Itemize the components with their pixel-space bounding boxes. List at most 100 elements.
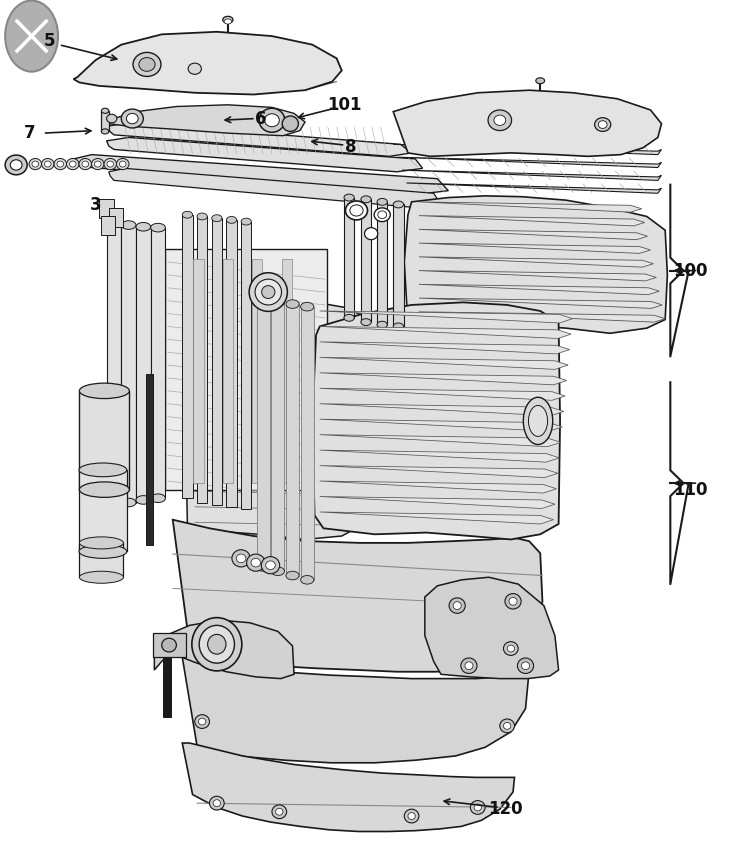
Ellipse shape: [121, 498, 136, 507]
Ellipse shape: [361, 319, 371, 326]
Bar: [99, 199, 114, 218]
Ellipse shape: [29, 158, 42, 169]
Polygon shape: [109, 168, 441, 208]
Polygon shape: [320, 435, 561, 447]
Ellipse shape: [344, 314, 354, 321]
Ellipse shape: [257, 296, 270, 305]
Ellipse shape: [79, 383, 129, 399]
Ellipse shape: [107, 219, 121, 228]
Ellipse shape: [198, 718, 206, 725]
Polygon shape: [74, 32, 342, 94]
Polygon shape: [320, 388, 565, 400]
Ellipse shape: [266, 561, 275, 570]
Bar: [163, 636, 171, 717]
Ellipse shape: [107, 114, 117, 123]
Polygon shape: [393, 90, 662, 156]
Bar: [257, 301, 270, 567]
Ellipse shape: [507, 645, 514, 652]
Ellipse shape: [195, 715, 209, 728]
Bar: [212, 218, 222, 505]
Polygon shape: [107, 137, 423, 172]
Ellipse shape: [139, 58, 155, 71]
Polygon shape: [425, 577, 559, 679]
Ellipse shape: [224, 19, 232, 24]
Polygon shape: [107, 123, 412, 156]
Ellipse shape: [393, 201, 404, 208]
Text: 5: 5: [44, 33, 56, 50]
Polygon shape: [320, 373, 567, 385]
Ellipse shape: [107, 494, 121, 503]
Ellipse shape: [5, 155, 27, 175]
Ellipse shape: [453, 602, 462, 610]
Bar: [241, 222, 251, 509]
Bar: [107, 223, 121, 498]
Ellipse shape: [79, 463, 127, 477]
Ellipse shape: [449, 598, 465, 613]
Ellipse shape: [500, 719, 514, 733]
Polygon shape: [320, 357, 568, 369]
Ellipse shape: [257, 563, 270, 571]
Bar: [393, 204, 404, 326]
Polygon shape: [182, 657, 529, 763]
Ellipse shape: [301, 302, 314, 311]
Polygon shape: [419, 216, 645, 226]
Text: 8: 8: [345, 138, 356, 155]
Polygon shape: [320, 311, 573, 323]
Ellipse shape: [54, 158, 67, 169]
Ellipse shape: [377, 321, 387, 328]
Polygon shape: [404, 196, 667, 333]
Bar: [146, 374, 153, 545]
Bar: [286, 304, 299, 576]
Ellipse shape: [255, 279, 282, 305]
Bar: [377, 202, 387, 325]
Text: 120: 120: [488, 801, 523, 818]
Ellipse shape: [199, 625, 234, 663]
Polygon shape: [398, 157, 662, 168]
Ellipse shape: [57, 161, 64, 167]
Bar: [197, 216, 207, 503]
Ellipse shape: [474, 804, 481, 811]
Polygon shape: [320, 404, 564, 416]
Bar: [301, 307, 314, 580]
Ellipse shape: [272, 805, 287, 819]
Polygon shape: [419, 312, 665, 322]
Bar: [151, 228, 165, 498]
Ellipse shape: [188, 64, 201, 74]
Ellipse shape: [212, 215, 222, 222]
Bar: [79, 470, 127, 551]
Polygon shape: [320, 466, 558, 478]
Ellipse shape: [232, 550, 250, 567]
Bar: [109, 208, 123, 227]
Ellipse shape: [249, 273, 287, 311]
Text: 3: 3: [90, 197, 101, 214]
Polygon shape: [109, 105, 305, 136]
Bar: [344, 198, 354, 318]
Ellipse shape: [209, 796, 224, 810]
Text: 110: 110: [674, 481, 708, 498]
Ellipse shape: [246, 554, 265, 571]
Polygon shape: [320, 326, 571, 338]
Polygon shape: [419, 257, 653, 267]
Polygon shape: [320, 419, 562, 431]
Text: 101: 101: [327, 96, 361, 113]
Bar: [193, 259, 204, 483]
Bar: [271, 302, 284, 571]
Ellipse shape: [101, 108, 109, 113]
Polygon shape: [182, 743, 514, 832]
Ellipse shape: [192, 618, 242, 671]
Ellipse shape: [276, 808, 283, 815]
Ellipse shape: [121, 109, 143, 128]
Ellipse shape: [408, 813, 415, 819]
Ellipse shape: [10, 160, 22, 170]
Polygon shape: [419, 298, 662, 308]
Polygon shape: [312, 302, 560, 539]
Ellipse shape: [251, 558, 260, 567]
Polygon shape: [419, 284, 659, 295]
Ellipse shape: [536, 78, 545, 83]
Ellipse shape: [223, 16, 233, 23]
Ellipse shape: [82, 161, 89, 167]
Ellipse shape: [79, 571, 123, 583]
Ellipse shape: [136, 496, 151, 504]
Polygon shape: [320, 342, 570, 354]
Ellipse shape: [69, 161, 76, 167]
